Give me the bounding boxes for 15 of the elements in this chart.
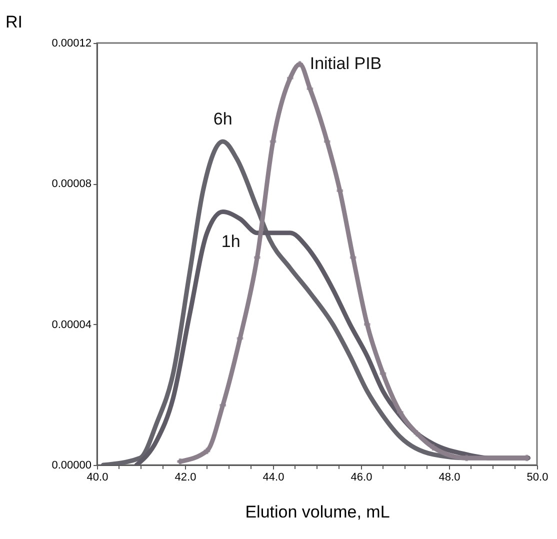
y-axis-title: RI <box>6 12 22 32</box>
x-tick-label: 50.0 <box>526 472 548 484</box>
series-label: 6h <box>213 109 232 128</box>
x-tick-label: 40.0 <box>86 472 108 484</box>
y-tick-label: 0.00004 <box>52 318 92 331</box>
y-tick-label: 0.00000 <box>52 460 92 472</box>
series-label: Initial PIB <box>310 54 382 74</box>
series-label: 1h <box>221 232 240 251</box>
x-axis-title: Elution volume, mL <box>245 502 390 522</box>
x-tick-label: 46.0 <box>350 472 372 484</box>
y-tick-label: 0.00008 <box>52 178 92 190</box>
x-tick-label: 48.0 <box>438 472 460 484</box>
x-tick-label: 44.0 <box>262 472 284 484</box>
x-tick-label: 42.0 <box>174 472 196 484</box>
y-tick-label: 0.00012 <box>52 38 92 50</box>
